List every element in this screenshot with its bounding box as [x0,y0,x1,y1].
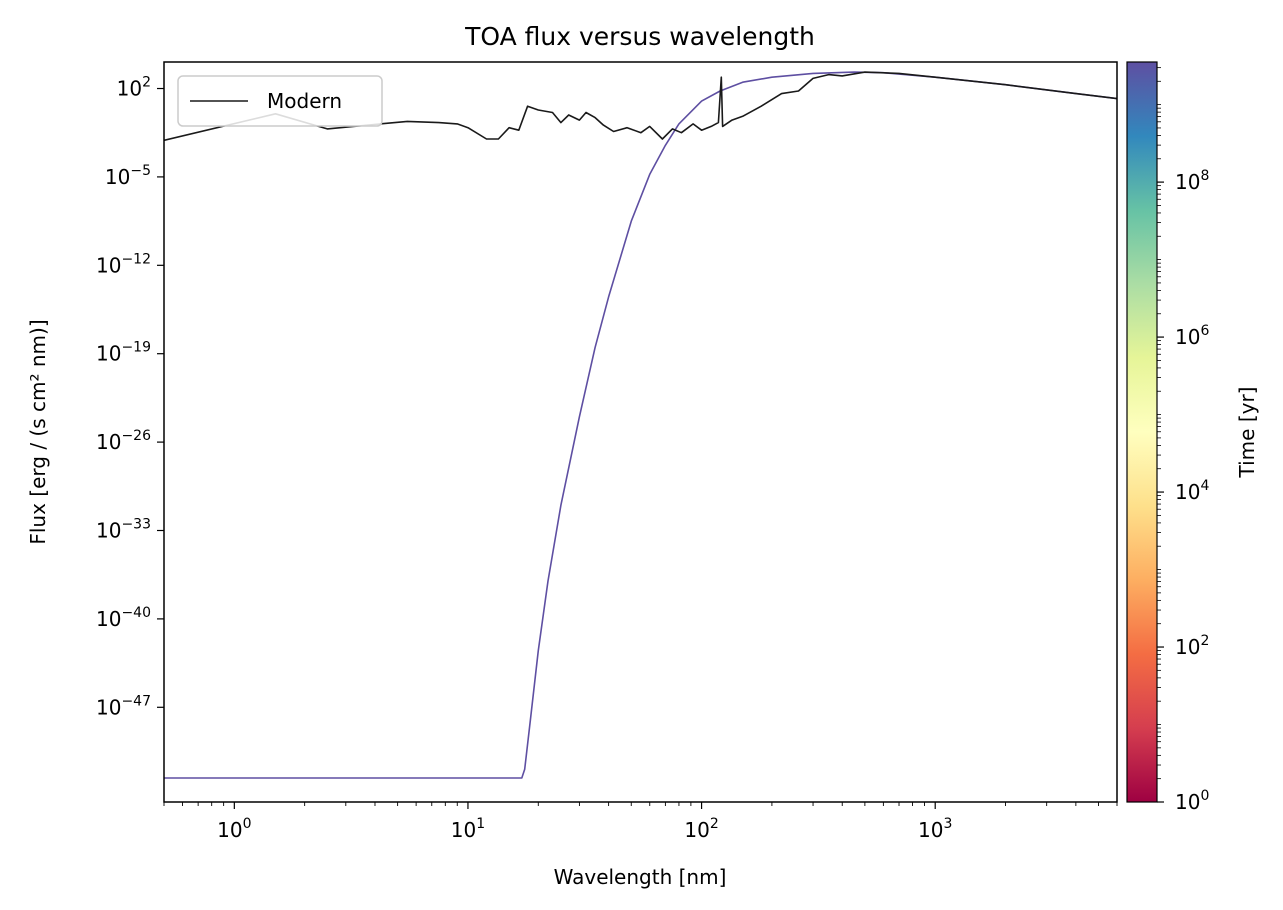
colorbar-tick-label: 106 [1175,323,1209,349]
colorbar-label: Time [yr] [1235,387,1259,479]
x-tick-label: 103 [918,816,952,842]
x-tick-label: 100 [217,816,251,842]
y-tick-label: 10−40 [96,605,151,631]
x-axis-ticks: 100 101 102 103 [163,802,1118,842]
colorbar-tick-label: 108 [1175,168,1209,194]
y-tick-label: 102 [117,75,151,101]
x-axis-label: Wavelength [nm] [554,865,727,889]
y-tick-label: 10−19 [96,340,151,366]
colorbar [1126,61,1158,803]
x-tick-label: 101 [451,816,485,842]
series-layer [164,71,1117,779]
y-tick-label: 10−33 [96,516,151,542]
plot-frame [163,61,1118,803]
colorbar-tick-label: 100 [1175,788,1209,814]
legend-label-modern: Modern [267,89,342,113]
colorbar-tick-label: 104 [1175,478,1209,504]
y-tick-label: 10−5 [105,163,151,189]
chart-title: TOA flux versus wavelength [464,22,815,51]
colorbar-tick-label: 102 [1175,633,1209,659]
colorbar-ticks: 100 102 104 106 108 [1157,67,1209,814]
x-tick-label: 102 [684,816,718,842]
y-axis-label: Flux [erg / (s cm² nm)] [26,319,50,544]
series-line-modern [164,71,1117,142]
legend-box [177,75,383,127]
y-tick-label: 10−47 [96,693,151,719]
y-tick-label: 10−12 [96,251,151,277]
y-tick-label: 10−26 [96,428,151,454]
legend: Modern [177,75,383,127]
y-axis-ticks: 102 10−5 10−12 10−19 10−26 10−33 10−40 10−47 [96,75,164,719]
series-line-time-evolution [164,71,1117,779]
